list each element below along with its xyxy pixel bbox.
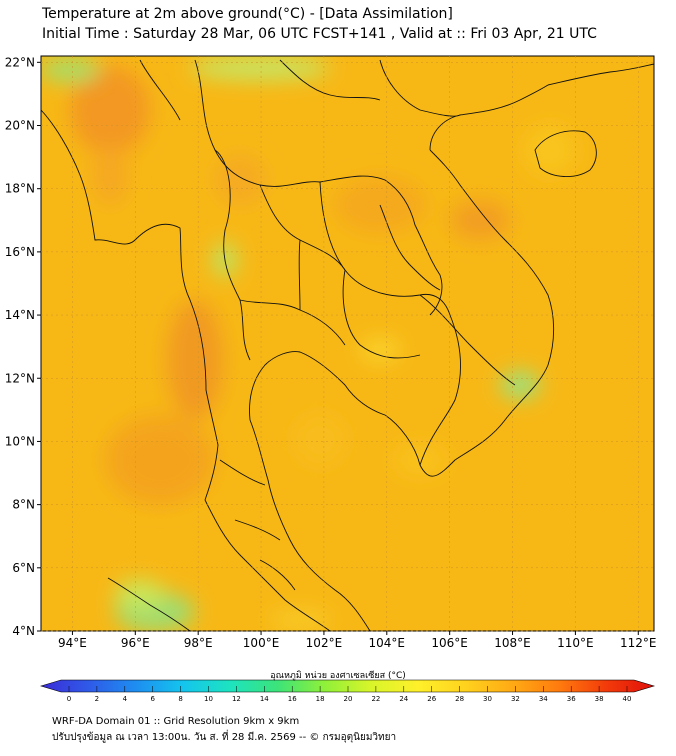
- lon-label: 108°E: [494, 636, 531, 650]
- lon-label: 110°E: [557, 636, 594, 650]
- map-title: Temperature at 2m above ground(°C) - [Da…: [42, 6, 453, 22]
- colorbar-tick-label: 2: [95, 695, 99, 703]
- lat-label: 20°N: [5, 119, 35, 133]
- lon-label: 102°E: [306, 636, 343, 650]
- lon-label: 104°E: [369, 636, 406, 650]
- colorbar-tick-label: 38: [595, 695, 604, 703]
- colorbar: 0 2 4 6 8 10 12 14 16 18 20 22 24 26 28 30 32 34 36 38 40: [39, 679, 656, 703]
- colorbar-tick-label: 40: [623, 695, 632, 703]
- lon-label: 94°E: [58, 636, 87, 650]
- footer-update-info: ปรับปรุงข้อมูล ณ เวลา 13:00น. วัน ส. ที่…: [52, 732, 397, 743]
- colorbar-ticks: 0 2 4 6 8 10 12 14 16 18 20 22 24 26 28 30 32 34 36 38 40: [67, 686, 632, 703]
- colorbar-label: อุณหภูมิ หน่วย องศาเซลเซียส (°C): [270, 671, 406, 681]
- latitude-axis: 22°N 20°N 18°N 16°N 14°N 12°N 10°N 8°N 6°N 4°N: [5, 55, 654, 638]
- colorbar-tick-label: 10: [204, 695, 213, 703]
- map-plot-area: [41, 56, 654, 631]
- colorbar-tick-label: 18: [316, 695, 325, 703]
- lat-label: 10°N: [5, 434, 35, 448]
- lat-label: 14°N: [5, 308, 35, 322]
- colorbar-tick-label: 8: [178, 695, 182, 703]
- colorbar-tick-label: 22: [371, 695, 380, 703]
- colorbar-tick-label: 32: [511, 695, 520, 703]
- colorbar-tick-label: 16: [288, 695, 297, 703]
- colorbar-tick-label: 24: [399, 695, 408, 703]
- colorbar-tick-label: 36: [567, 695, 576, 703]
- lat-label: 4°N: [12, 624, 35, 638]
- colorbar-tick-label: 14: [260, 695, 269, 703]
- lat-label: 8°N: [12, 498, 35, 512]
- colorbar-tick-label: 12: [232, 695, 241, 703]
- lon-label: 100°E: [243, 636, 280, 650]
- lon-label: 112°E: [620, 636, 657, 650]
- lat-label: 18°N: [5, 182, 35, 196]
- colorbar-tick-label: 6: [150, 695, 155, 703]
- colorbar-tick-label: 26: [427, 695, 436, 703]
- coastlines-borders: [41, 59, 654, 631]
- lon-label: 96°E: [121, 636, 150, 650]
- footer-domain-info: WRF-DA Domain 01 :: Grid Resolution 9km …: [52, 716, 300, 727]
- colorbar-tick-label: 34: [539, 695, 548, 703]
- colorbar-tick-label: 20: [344, 695, 353, 703]
- colorbar-tick-label: 4: [123, 695, 128, 703]
- colorbar-tick-label: 30: [483, 695, 492, 703]
- colorbar-tick-label: 28: [455, 695, 464, 703]
- longitude-axis: 94°E 96°E 98°E 100°E 102°E 104°E 106°E 108°E 110…: [58, 56, 657, 650]
- lon-label: 106°E: [431, 636, 468, 650]
- lat-label: 22°N: [5, 55, 35, 69]
- lat-label: 12°N: [5, 371, 35, 385]
- lon-label: 98°E: [184, 636, 213, 650]
- colorbar-bar: [39, 679, 656, 693]
- map-subtitle: Initial Time : Saturday 28 Mar, 06 UTC F…: [42, 26, 597, 42]
- lat-label: 16°N: [5, 245, 35, 259]
- lat-label: 6°N: [12, 561, 35, 575]
- colorbar-tick-label: 0: [67, 695, 71, 703]
